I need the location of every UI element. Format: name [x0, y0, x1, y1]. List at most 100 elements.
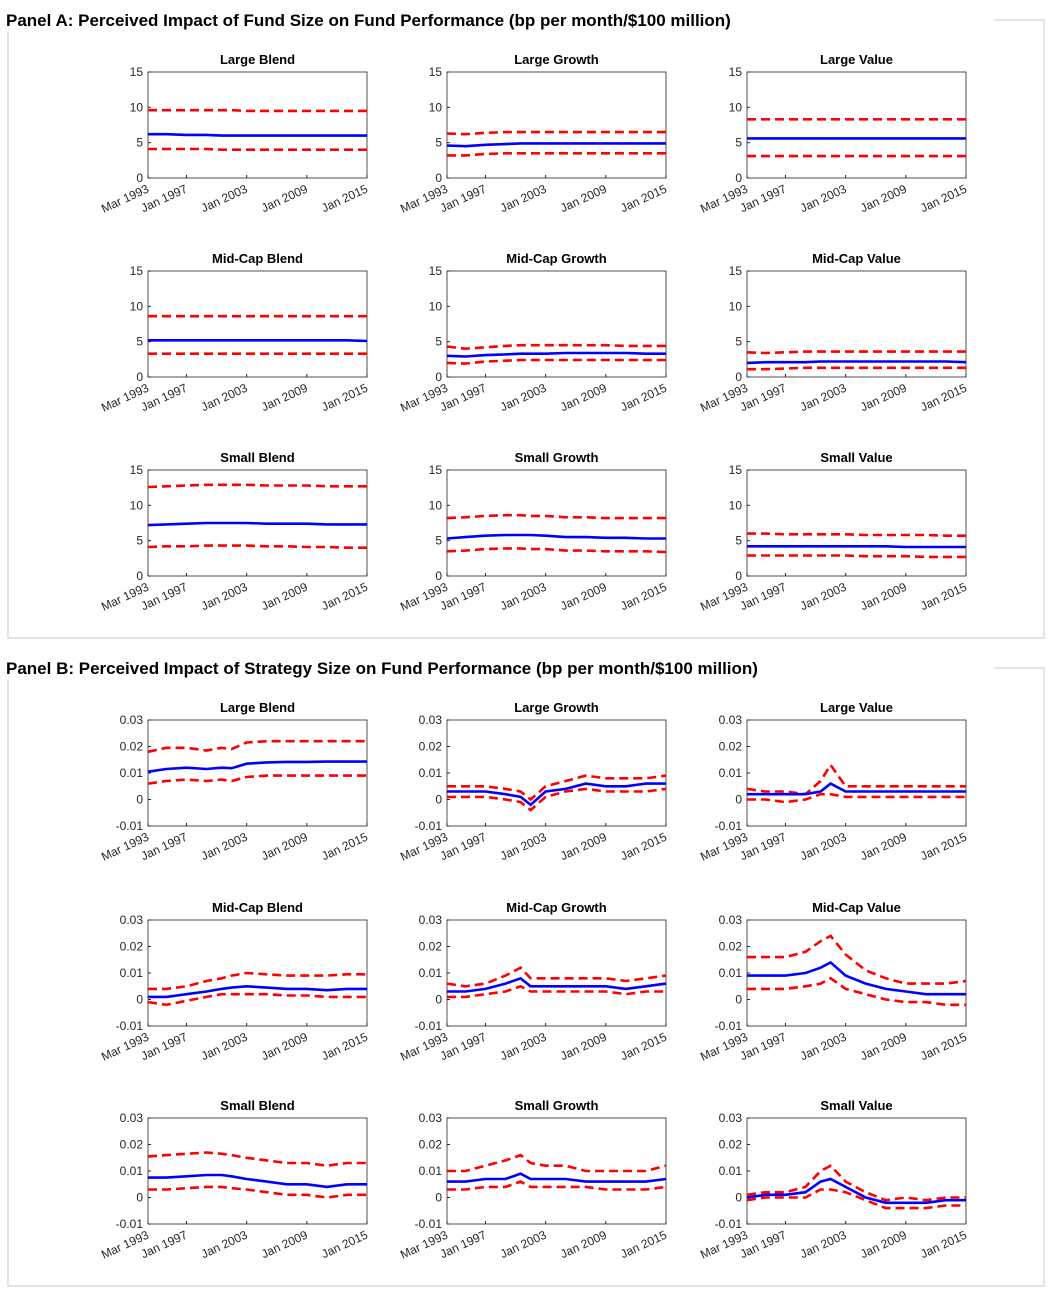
- x-tick-label: Jan 2015: [618, 381, 669, 415]
- chart-title: Large Blend: [220, 700, 295, 715]
- x-tick-label: Jan 2015: [918, 580, 969, 614]
- x-tick-label: Jan 2009: [259, 830, 310, 864]
- y-tick-label: 10: [130, 100, 144, 114]
- chart-title: Large Growth: [514, 52, 599, 67]
- plot-area: [147, 1117, 368, 1225]
- series-line: [446, 547, 667, 554]
- series-line: [147, 760, 367, 773]
- series-line: [746, 360, 967, 365]
- series-line: [747, 934, 967, 985]
- x-tick-label: Jan 2003: [798, 1030, 849, 1064]
- y-tick-label: 5: [735, 534, 742, 548]
- plot-area: [147, 71, 368, 179]
- y-tick-label: 5: [136, 335, 143, 349]
- y-tick-label: 15: [130, 463, 144, 477]
- x-tick-label: Jan 2003: [498, 1228, 549, 1262]
- y-tick-label: 0.03: [719, 1111, 743, 1125]
- x-tick-label: Jan 2003: [199, 381, 250, 415]
- y-tick-label: 0: [735, 171, 742, 185]
- y-tick-label: 0: [136, 370, 143, 384]
- y-tick-label: 0: [435, 171, 442, 185]
- series-line: [446, 142, 666, 148]
- series-line: [148, 147, 367, 151]
- x-tick-label: Jan 2003: [798, 182, 849, 216]
- series-line: [147, 739, 367, 754]
- series-line: [147, 992, 367, 1007]
- series-line: [446, 358, 666, 365]
- y-tick-label: 15: [130, 264, 144, 278]
- x-tick-label: Jan 2003: [199, 1228, 250, 1262]
- y-tick-label: 0: [136, 569, 143, 583]
- series-line: [148, 971, 367, 991]
- y-tick-label: 15: [429, 65, 443, 79]
- series-line: [747, 976, 966, 1007]
- x-tick-label: Jan 2015: [918, 1030, 969, 1064]
- series-line: [747, 554, 966, 559]
- x-tick-label: Jan 2015: [618, 1030, 669, 1064]
- x-tick-label: Jan 2015: [319, 1228, 370, 1262]
- y-tick-label: -0.01: [415, 1019, 443, 1033]
- x-tick-label: Jan 2009: [259, 381, 310, 415]
- series-line: [148, 339, 368, 343]
- y-tick-label: 0.01: [419, 1164, 443, 1178]
- plot-area: [746, 919, 967, 1027]
- x-tick-label: Jan 2009: [858, 1030, 909, 1064]
- x-tick-label: Jan 2015: [319, 1030, 370, 1064]
- x-tick-label: Jan 2009: [558, 580, 609, 614]
- chart-title: Small Blend: [220, 1098, 294, 1113]
- y-tick-label: 5: [435, 335, 442, 349]
- series-line: [447, 1153, 667, 1173]
- series-line: [746, 762, 966, 796]
- series-line: [447, 1180, 667, 1191]
- plot-area: [446, 469, 667, 577]
- x-tick-label: Jan 2009: [858, 1228, 909, 1262]
- y-tick-label: 10: [729, 299, 743, 313]
- y-tick-label: 10: [429, 299, 443, 313]
- x-tick-label: Jan 2003: [199, 182, 250, 216]
- x-tick-label: Jan 2015: [618, 580, 669, 614]
- series-line: [147, 521, 367, 527]
- y-tick-label: -0.01: [116, 819, 144, 833]
- y-tick-label: 10: [429, 498, 443, 512]
- y-tick-label: 0: [735, 1191, 742, 1205]
- y-tick-label: 0: [735, 793, 742, 807]
- series-line: [747, 960, 966, 996]
- chart-title: Small Growth: [515, 1098, 599, 1113]
- y-tick-label: 0.01: [419, 966, 443, 980]
- series-line: [148, 1173, 367, 1189]
- y-tick-label: 0: [435, 1191, 442, 1205]
- x-tick-label: Jan 2003: [798, 381, 849, 415]
- x-tick-label: Jan 2003: [798, 830, 849, 864]
- plot-area: [147, 719, 368, 827]
- x-tick-label: Jan 2003: [199, 580, 250, 614]
- y-tick-label: -0.01: [715, 1217, 743, 1231]
- series-line: [747, 545, 966, 549]
- y-tick-label: 15: [729, 264, 743, 278]
- series-line: [446, 533, 666, 540]
- chart-title: Mid-Cap Growth: [506, 251, 606, 266]
- series-line: [446, 351, 666, 358]
- y-tick-label: 5: [735, 136, 742, 150]
- y-tick-label: 0.03: [719, 913, 743, 927]
- y-tick-label: 0: [435, 370, 442, 384]
- chart-title: Large Blend: [220, 52, 295, 67]
- x-tick-label: Jan 2015: [918, 381, 969, 415]
- y-tick-label: -0.01: [116, 1019, 144, 1033]
- x-tick-label: Jan 2003: [798, 1228, 849, 1262]
- x-tick-label: Jan 2009: [558, 1228, 609, 1262]
- y-tick-label: 0.02: [419, 1138, 443, 1152]
- y-tick-label: 0.01: [120, 966, 144, 980]
- series-line: [447, 774, 667, 802]
- chart-title: Large Value: [820, 52, 893, 67]
- y-tick-label: 0.02: [719, 1138, 743, 1152]
- y-tick-label: 0.03: [120, 713, 144, 727]
- series-line: [747, 792, 966, 804]
- y-tick-label: -0.01: [715, 1019, 743, 1033]
- x-tick-label: Jan 2003: [498, 1030, 549, 1064]
- x-tick-label: Jan 2009: [858, 830, 909, 864]
- plot-area: [446, 1117, 667, 1225]
- y-tick-label: 0: [136, 793, 143, 807]
- y-tick-label: 0.01: [120, 766, 144, 780]
- series-line: [447, 976, 667, 993]
- x-tick-label: Jan 2009: [558, 182, 609, 216]
